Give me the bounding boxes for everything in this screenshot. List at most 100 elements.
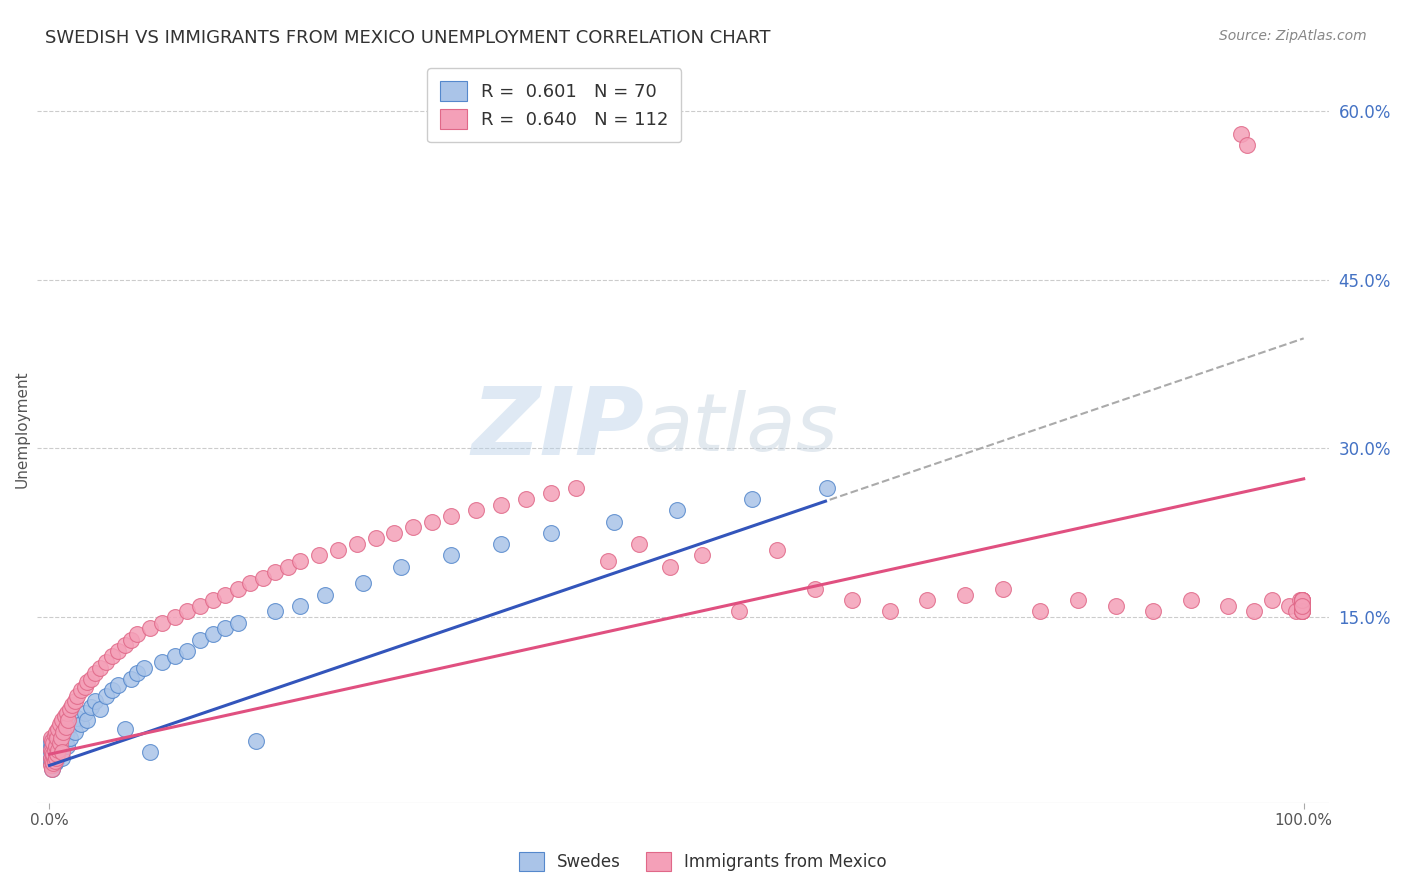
Point [41,762,63,776]
Point [1261,593,1284,607]
Point [290,599,312,613]
Point [53,709,76,723]
Point [659,559,682,574]
Point [384,525,406,540]
Point [1291,604,1313,618]
Point [46,747,69,762]
Point [58,723,80,737]
Point [44,728,66,742]
Point [80,672,103,686]
Point [1291,593,1313,607]
Point [83,666,105,681]
Point [66,711,89,725]
Point [48,728,70,742]
Point [277,559,299,574]
Point [39,731,62,746]
Point [389,559,412,574]
Point [76,675,98,690]
Point [66,689,89,703]
Text: ZIP: ZIP [471,383,644,475]
Point [489,537,512,551]
Point [308,548,330,562]
Point [150,615,173,630]
Point [188,599,211,613]
Point [101,649,124,664]
Point [69,716,91,731]
Point [45,724,67,739]
Point [42,742,65,756]
Point [188,632,211,647]
Point [841,593,863,607]
Text: SWEDISH VS IMMIGRANTS FROM MEXICO UNEMPLOYMENT CORRELATION CHART: SWEDISH VS IMMIGRANTS FROM MEXICO UNEMPL… [45,29,770,46]
Point [41,733,63,747]
Point [89,660,111,674]
Point [94,689,117,703]
Point [690,548,713,562]
Point [489,498,512,512]
Point [107,677,129,691]
Point [1291,593,1313,607]
Point [56,739,79,754]
Point [63,694,86,708]
Point [120,632,142,647]
Point [39,756,62,771]
Point [953,588,976,602]
Point [45,731,67,746]
Point [39,742,62,756]
Point [63,724,86,739]
Point [48,716,70,731]
Point [41,745,63,759]
Point [1285,604,1308,618]
Point [627,537,650,551]
Point [1180,593,1202,607]
Point [94,655,117,669]
Point [41,747,63,762]
Point [1142,604,1164,618]
Point [80,700,103,714]
Point [1291,604,1313,618]
Point [1291,599,1313,613]
Point [83,694,105,708]
Point [565,481,588,495]
Text: Source: ZipAtlas.com: Source: ZipAtlas.com [1219,29,1367,43]
Point [53,736,76,750]
Point [45,750,67,764]
Point [39,739,62,754]
Point [139,621,162,635]
Point [107,644,129,658]
Point [46,747,69,762]
Point [42,758,65,772]
Point [264,565,287,579]
Point [49,731,72,746]
Point [58,702,80,716]
Point [58,714,80,728]
Point [226,582,249,596]
Point [39,733,62,747]
Point [55,720,77,734]
Point [346,537,368,551]
Point [44,736,66,750]
Point [60,716,83,731]
Point [1067,593,1090,607]
Point [42,750,65,764]
Point [51,750,73,764]
Point [52,724,75,739]
Point [41,754,63,768]
Point [1291,599,1313,613]
Point [49,736,72,750]
Point [46,736,69,750]
Point [440,548,463,562]
Point [464,503,486,517]
Point [1278,599,1301,613]
Point [1291,604,1313,618]
Point [766,542,789,557]
Point [603,515,626,529]
Point [46,723,69,737]
Point [42,747,65,762]
Point [540,486,562,500]
Point [879,604,901,618]
Point [176,604,198,618]
Point [1291,593,1313,607]
Legend: R =  0.601   N = 70, R =  0.640   N = 112: R = 0.601 N = 70, R = 0.640 N = 112 [427,68,682,142]
Point [39,758,62,772]
